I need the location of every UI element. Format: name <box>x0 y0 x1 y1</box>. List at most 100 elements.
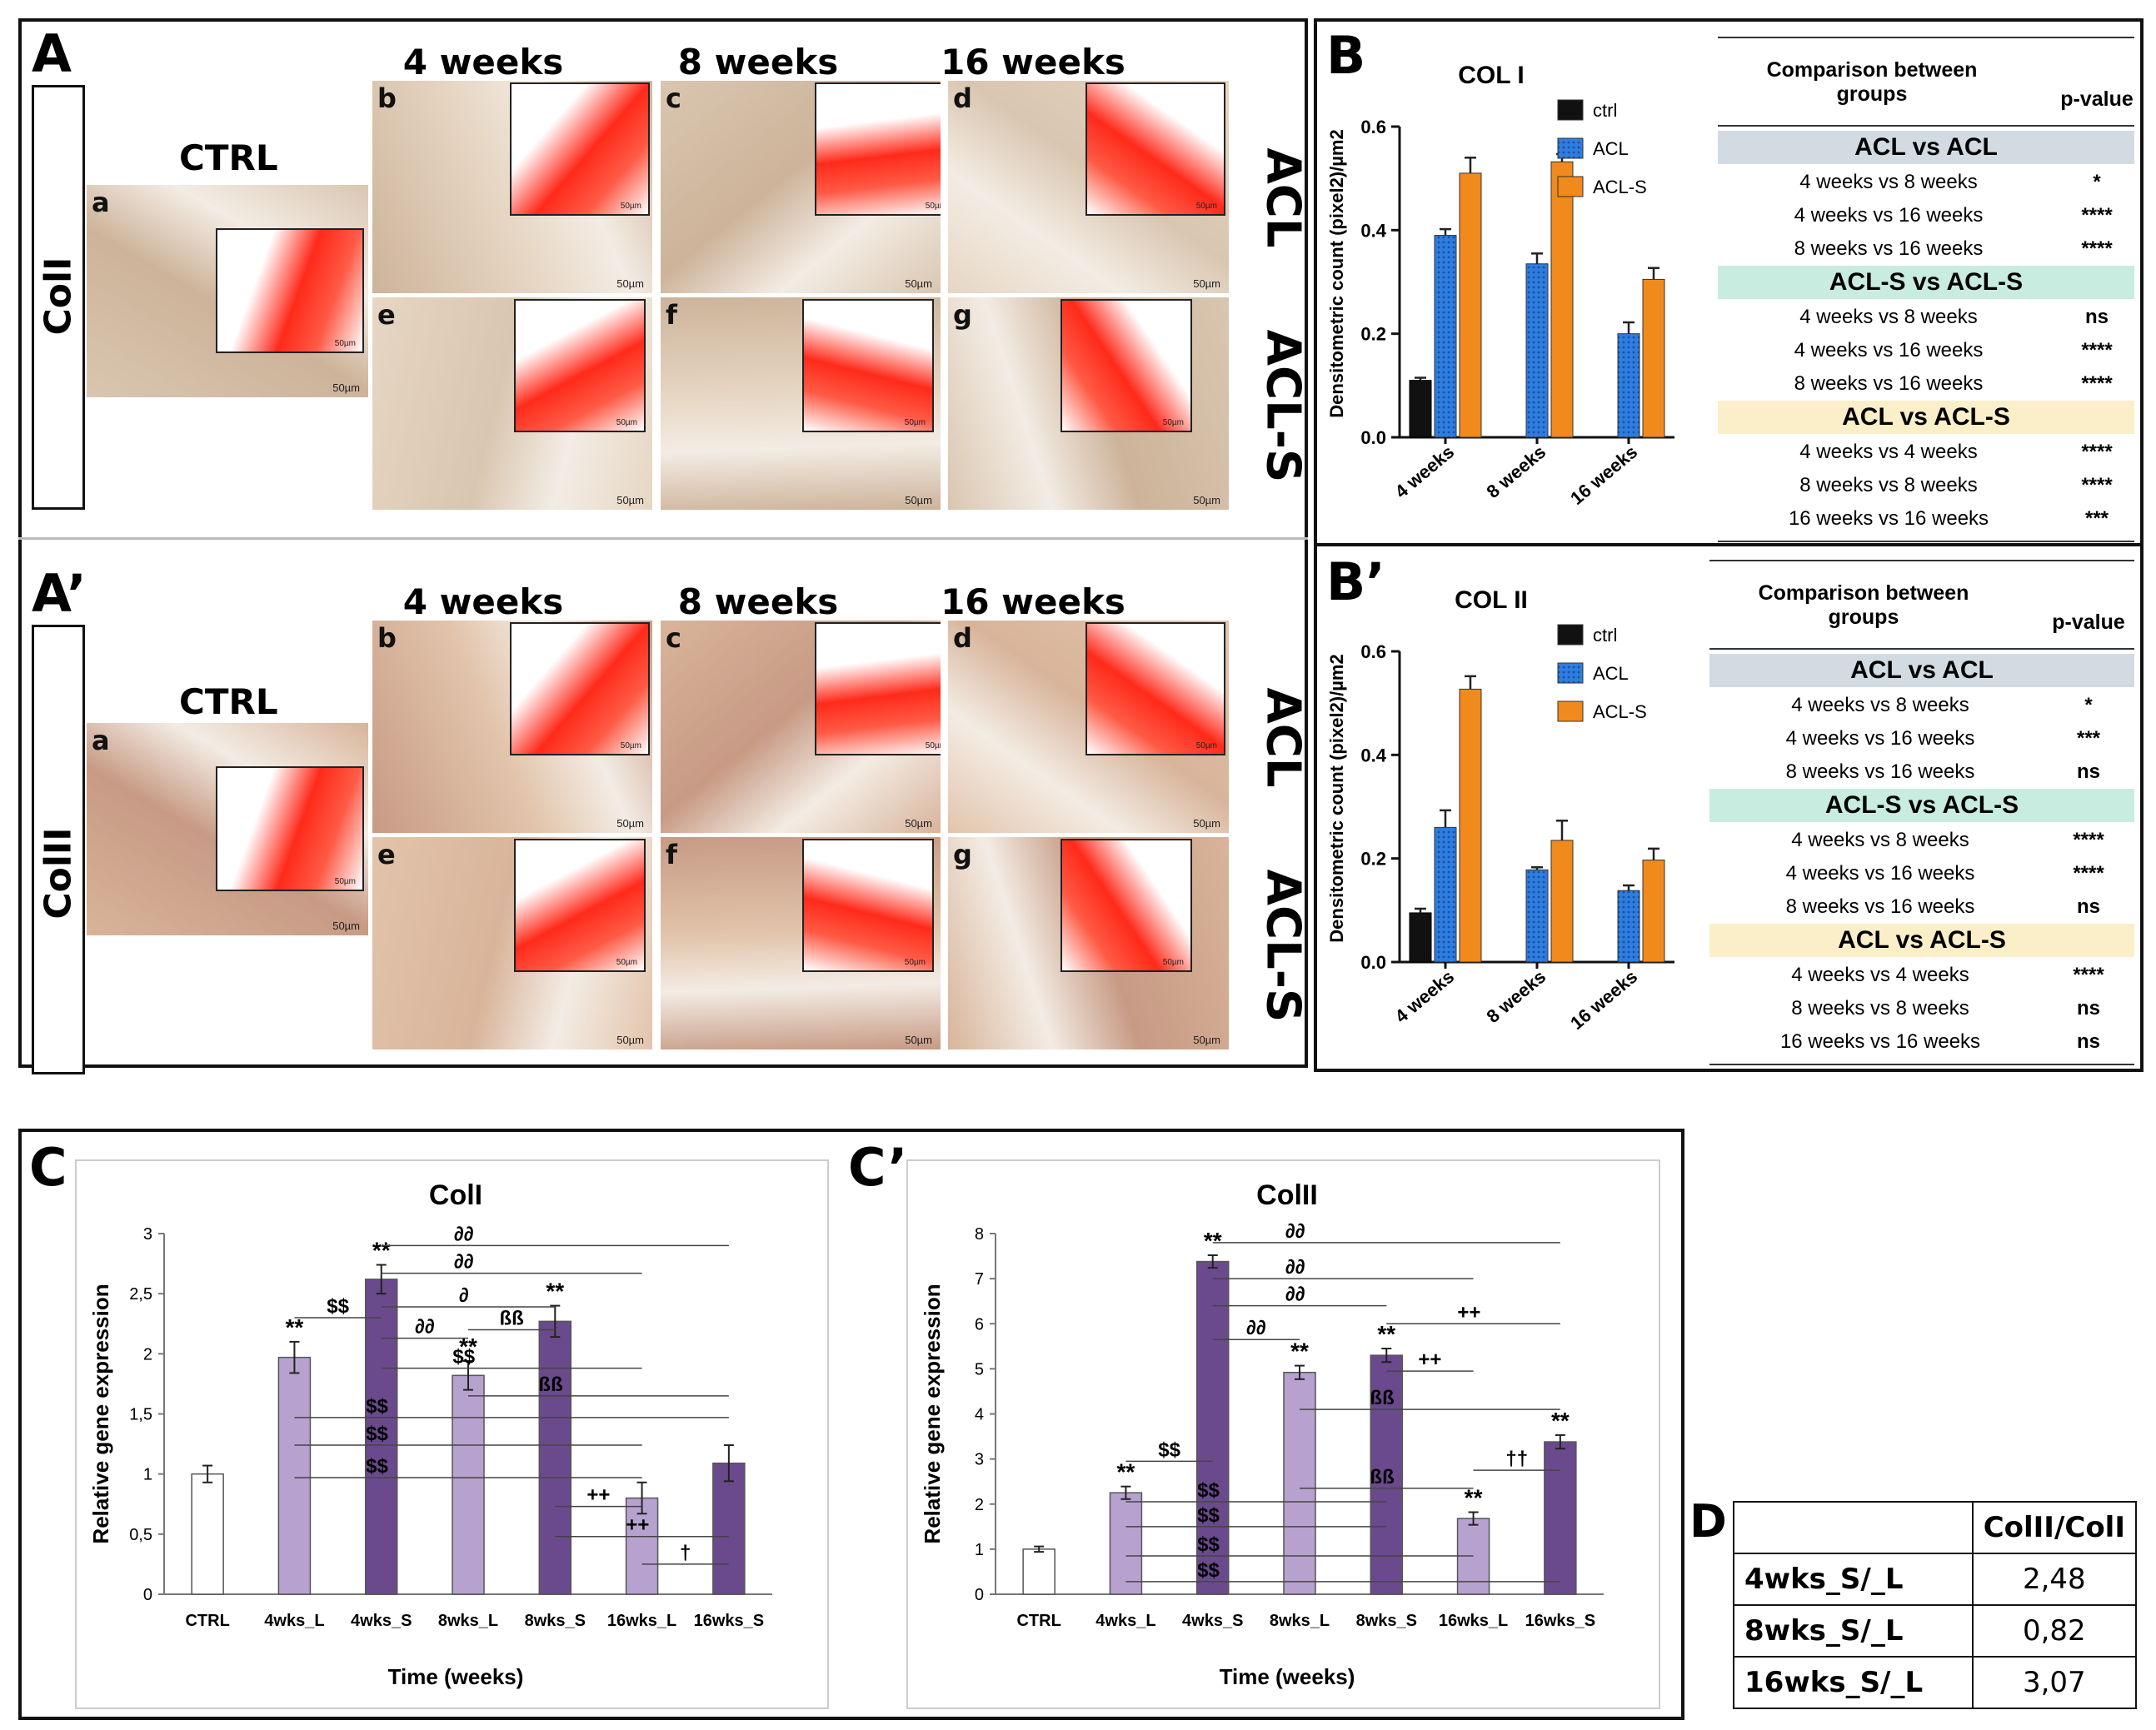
inset-scale-label: 50µm <box>925 202 941 211</box>
comparison-label: 8 weeks vs 16 weeks <box>1794 372 1984 395</box>
y-tick-label: 0.4 <box>1360 745 1386 765</box>
scale-bar-label: 50µm <box>905 494 932 506</box>
comparison-symbol: ßß <box>499 1307 523 1329</box>
x-tick-label: 16 weeks <box>1566 966 1641 1034</box>
panelA2-micrograph-e: e 50µm 50µm <box>372 837 652 1049</box>
comparison-row: 4 weeks vs 8 weeks ns <box>1718 301 2134 334</box>
p-value: **** <box>2081 339 2113 361</box>
stained-inset: 50µm <box>514 839 646 972</box>
significance-stars: ** <box>1204 1228 1222 1254</box>
y-tick-label: 0.4 <box>1360 220 1386 241</box>
inset-scale-label: 50µm <box>904 418 926 427</box>
y-tick-label: 3 <box>143 1225 152 1244</box>
significance-stars: ** <box>1290 1339 1309 1364</box>
comparison-group-title: ACL vs ACL <box>1718 131 2134 164</box>
scale-bar-label: 50µm <box>616 494 644 506</box>
p-value: ns <box>2084 306 2109 328</box>
table-header-comparison: Comparison between groups <box>1766 58 1978 106</box>
ratio-value: 3,07 <box>1971 1656 2138 1709</box>
p-value: ns <box>2076 760 2100 783</box>
bar-acl-0 <box>1434 235 1457 438</box>
bar-16wks_s <box>712 1462 746 1595</box>
inset-scale-label: 50µm <box>1195 741 1217 750</box>
comparison-symbol: †† <box>1505 1448 1528 1470</box>
panelA-micrograph-e: e 50µm 50µm <box>372 297 652 510</box>
chart-title: COL I <box>1458 62 1524 89</box>
legend-label: ACL-S <box>1593 177 1647 197</box>
micrograph-letter: c <box>666 622 681 654</box>
panelA2-micrograph-d: d 50µm 50µm <box>948 621 1229 833</box>
x-tick-label: 8wks_L <box>438 1612 498 1630</box>
scale-bar-label: 50µm <box>905 817 932 830</box>
micrograph-letter: e <box>377 299 396 331</box>
bar-acl-s-1 <box>1550 840 1574 963</box>
p-value: ns <box>2076 1030 2100 1053</box>
ratio-table-corner <box>1733 1501 1974 1554</box>
panel-c-frame <box>18 1129 1684 1720</box>
x-tick-label: 16wks_S <box>694 1612 765 1630</box>
panel-c-letter: C <box>29 1137 67 1198</box>
table-bottom-rule <box>1709 1064 2134 1065</box>
table-header-rule <box>1709 648 2134 650</box>
comparison-symbol: ∂∂ <box>415 1316 435 1339</box>
significance-stars: ** <box>286 1314 304 1340</box>
x-tick-label: 16wks_L <box>1439 1612 1508 1630</box>
bar-acl-2 <box>1617 890 1640 963</box>
comparison-group-title: ACL vs ACL-S <box>1709 924 2134 957</box>
x-tick-label: 4wks_S <box>1182 1612 1243 1630</box>
scale-bar-label: 50µm <box>616 817 644 830</box>
p-value: **** <box>2081 372 2113 395</box>
comparison-symbol: ∂∂ <box>454 1223 474 1245</box>
significance-stars: ** <box>1551 1408 1570 1433</box>
comparison-row: 4 weeks vs 16 weeks *** <box>1709 722 2134 755</box>
comparison-row: 4 weeks vs 4 weeks **** <box>1718 436 2134 469</box>
comparison-symbol: $$ <box>452 1346 475 1369</box>
comparison-symbol: ∂∂ <box>1285 1284 1305 1306</box>
table-top-rule <box>1718 37 2134 38</box>
pvalue-table-col1: Comparison between groups p-value ACL vs A… <box>1718 33 2134 542</box>
scale-bar-label: 50µm <box>616 277 644 290</box>
comparison-row: 4 weeks vs 8 weeks **** <box>1709 824 2134 857</box>
legend-label: ACL-S <box>1593 701 1647 722</box>
stained-inset: 50µm <box>1061 299 1192 432</box>
micrograph-letter: g <box>953 839 972 870</box>
significance-stars: ** <box>1377 1321 1395 1347</box>
panelA2-ctrl-title: CTRL <box>179 681 278 722</box>
p-value: **** <box>2081 237 2113 260</box>
scale-bar-label: 50µm <box>1193 277 1220 290</box>
comparison-symbol: $$ <box>366 1455 388 1478</box>
panelA2-right-label-acls: ACL-S <box>1255 869 1310 1023</box>
y-tick-label: 2,5 <box>129 1285 152 1304</box>
y-tick-label: 6 <box>975 1315 984 1334</box>
panelA2-row-label-box <box>32 625 85 1074</box>
comparison-symbol: ++ <box>586 1484 610 1507</box>
panelA2-week-header: 8 weeks <box>677 581 839 622</box>
comparison-row: 8 weeks vs 8 weeks **** <box>1718 469 2134 502</box>
comparison-label: 4 weeks vs 8 weeks <box>1791 694 1969 716</box>
scale-bar-label: 50µm <box>332 920 360 932</box>
x-tick-label: 8 weeks <box>1482 966 1550 1027</box>
bar-acl-0 <box>1434 826 1457 963</box>
y-tick-label: 8 <box>975 1225 984 1244</box>
comparison-symbol: $$ <box>1197 1479 1220 1502</box>
panelA2-right-label-acl: ACL <box>1255 687 1310 788</box>
x-tick-label: CTRL <box>185 1612 229 1630</box>
y-tick-label: 1 <box>143 1466 152 1484</box>
panelA-letter: A <box>32 23 72 84</box>
comparison-group-title: ACL-S vs ACL-S <box>1709 789 2134 822</box>
table-bottom-rule <box>1718 541 2134 542</box>
bar-4wks_l <box>277 1356 312 1595</box>
panelA-week-header: 4 weeks <box>402 42 564 82</box>
stained-inset: 50µm <box>1061 839 1192 972</box>
panelA2-letter: A’ <box>32 563 87 624</box>
scale-bar-label: 50µm <box>1193 1034 1220 1046</box>
comparison-row: 8 weeks vs 8 weeks ns <box>1709 992 2134 1025</box>
comparison-row: 4 weeks vs 8 weeks * <box>1709 689 2134 722</box>
bar-4wks_s <box>1195 1260 1230 1595</box>
scale-bar-label: 50µm <box>905 277 932 290</box>
y-axis-label: Relative gene expression <box>920 1284 945 1543</box>
panelA-micrograph-a: a 50µm 50µm <box>87 185 368 397</box>
inset-scale-label: 50µm <box>616 958 637 967</box>
panelA-micrograph-b: b 50µm 50µm <box>372 81 652 293</box>
ratio-table-row: 16wks_S/_L 3,07 <box>1733 1656 2138 1709</box>
